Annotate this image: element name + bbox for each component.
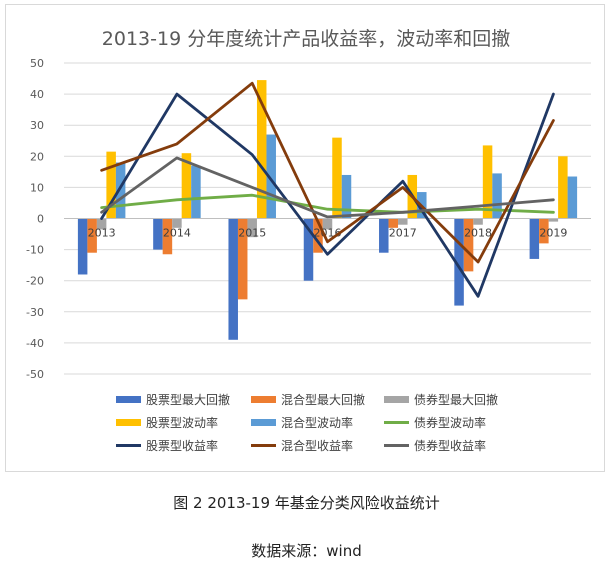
- source-note: 数据来源：wind: [251, 542, 362, 560]
- legend-label: 债券型最大回撤: [414, 392, 498, 407]
- bar: [473, 218, 483, 225]
- bar: [228, 218, 238, 340]
- legend-swatch: [116, 419, 141, 426]
- x-tick-label: 2015: [238, 227, 266, 240]
- bar: [247, 218, 257, 238]
- chart-frame: 2013-19 分年度统计产品收益率，波动率和回撤 2013 2014 2015 20…: [5, 4, 605, 472]
- x-tick-label: 2017: [389, 227, 417, 240]
- series-line: [100, 92, 555, 298]
- bars-layer: [77, 80, 578, 340]
- bar: [115, 162, 126, 219]
- legend-label: 混合型波动率: [281, 415, 353, 430]
- series-line: [100, 81, 555, 264]
- y-tick-label: 30: [30, 119, 44, 132]
- bar: [341, 174, 352, 219]
- bar: [172, 218, 182, 228]
- bar: [548, 218, 559, 222]
- bar: [482, 145, 493, 219]
- bar: [266, 134, 276, 219]
- bar: [106, 151, 116, 219]
- bar: [529, 218, 540, 259]
- y-tick-label: -50: [26, 368, 44, 381]
- bar: [492, 173, 502, 219]
- figure-caption: 图 2 2013-19 年基金分类风险收益统计: [173, 494, 440, 512]
- bar: [398, 218, 408, 225]
- bar: [303, 218, 314, 281]
- legend-label: 股票型波动率: [146, 415, 218, 430]
- bar: [77, 218, 88, 275]
- bar: [454, 218, 464, 306]
- y-tick-label: 50: [30, 57, 44, 70]
- bar: [567, 176, 578, 219]
- chart-svg: 2013-19 分年度统计产品收益率，波动率和回撤 2013 2014 2015 20…: [26, 28, 591, 453]
- x-tick-label: 2014: [163, 227, 191, 240]
- bar: [162, 218, 173, 255]
- bar: [463, 218, 474, 272]
- y-tick-label: 10: [30, 181, 44, 194]
- x-tick-labels: 2013 2014 2015 2016 2017 2018 2019: [88, 227, 568, 240]
- grid-layer: [64, 62, 591, 375]
- bar: [96, 218, 107, 230]
- legend-label: 混合型最大回撤: [281, 392, 365, 407]
- y-tick-label: -10: [26, 244, 44, 257]
- legend-label: 债券型收益率: [414, 438, 486, 453]
- bar: [379, 218, 389, 253]
- lines-layer: [100, 81, 555, 298]
- legend-swatch: [251, 396, 276, 403]
- series-line: [100, 193, 555, 214]
- y-tick-label: 40: [30, 88, 44, 101]
- legend-label: 债券型波动率: [414, 415, 486, 430]
- legend-label: 混合型收益率: [281, 438, 353, 453]
- bar: [191, 165, 201, 219]
- series-line: [100, 156, 555, 219]
- bar: [181, 153, 192, 219]
- y-tick-label: -20: [26, 275, 44, 288]
- legend-label: 股票型收益率: [146, 438, 218, 453]
- bar: [153, 218, 163, 250]
- bar: [313, 218, 323, 253]
- bar: [558, 156, 568, 219]
- bar: [539, 218, 549, 244]
- y-tick-label: -40: [26, 337, 44, 350]
- legend-swatch: [384, 396, 409, 403]
- legend-label: 股票型最大回撤: [146, 392, 230, 407]
- legend-swatch: [251, 419, 276, 426]
- x-tick-label: 2013: [88, 227, 116, 240]
- y-tick-label: -30: [26, 306, 44, 319]
- y-tick-label: 20: [30, 150, 44, 163]
- y-tick-label: 0: [37, 213, 44, 226]
- y-tick-labels: 50 40 30 20 10 0 -10 -20 -30 -40 -50: [26, 57, 44, 381]
- bar: [322, 218, 333, 230]
- chart-title: 2013-19 分年度统计产品收益率，波动率和回撤: [102, 28, 510, 50]
- legend-swatch: [116, 396, 141, 403]
- x-tick-label: 2018: [464, 227, 492, 240]
- x-tick-label: 2019: [539, 227, 567, 240]
- bar: [332, 137, 342, 219]
- bar: [388, 218, 399, 228]
- bar: [87, 218, 97, 253]
- bar: [237, 218, 248, 300]
- bar: [256, 80, 267, 219]
